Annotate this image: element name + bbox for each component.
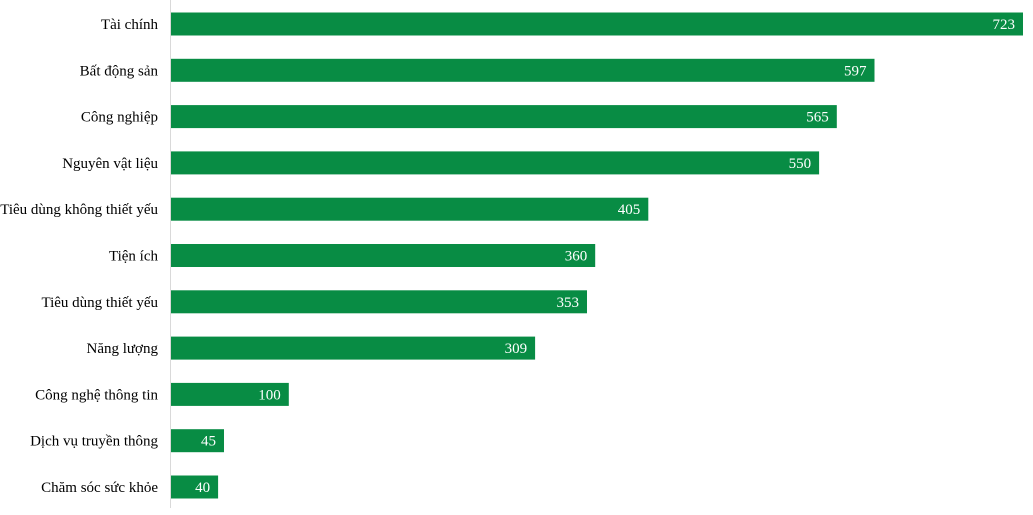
category-tick-label: Công nghiệp: [81, 110, 158, 126]
bar: [171, 244, 596, 267]
data-label: 597: [844, 63, 867, 79]
bar: [171, 429, 224, 453]
category-tick-label: Tiêu dùng không thiết yếu: [0, 202, 158, 218]
category-tick-label: Tiện ích: [109, 249, 159, 265]
data-label: 309: [505, 341, 528, 357]
category-tick-label: Chăm sóc sức khỏe: [41, 480, 158, 496]
bar: [171, 197, 649, 221]
category-tick-label: Bất động sản: [80, 63, 159, 79]
bar: [171, 58, 875, 82]
bar: [171, 382, 289, 406]
data-label: 45: [201, 434, 216, 450]
bars-group: [171, 12, 1023, 499]
data-label: 353: [557, 295, 580, 311]
data-label: 360: [565, 249, 588, 265]
bar: [171, 475, 219, 499]
data-label: 100: [258, 387, 281, 403]
category-tick-label: Tài chính: [101, 17, 159, 33]
data-label: 723: [993, 17, 1016, 33]
category-tick-label: Công nghệ thông tin: [35, 387, 158, 403]
bar: [171, 105, 837, 129]
bar: [171, 151, 820, 175]
category-labels-group: Tài chính Bất động sản Công nghiệp Nguyên v…: [0, 17, 158, 496]
data-label: 405: [618, 202, 641, 218]
category-tick-label: Năng lượng: [87, 341, 159, 357]
data-label: 550: [789, 156, 812, 172]
category-tick-label: Dịch vụ truyền thông: [30, 434, 158, 450]
bar: [171, 290, 587, 314]
bar: [171, 12, 1023, 36]
category-tick-label: Nguyên vật liệu: [62, 156, 158, 172]
data-label: 565: [806, 110, 829, 126]
category-tick-label: Tiêu dùng thiết yếu: [41, 295, 158, 311]
bar: [171, 336, 536, 360]
value-labels-group: 723 597 565 550 405 360 353 309 100 45 40: [195, 17, 1015, 496]
data-label: 40: [195, 480, 210, 496]
